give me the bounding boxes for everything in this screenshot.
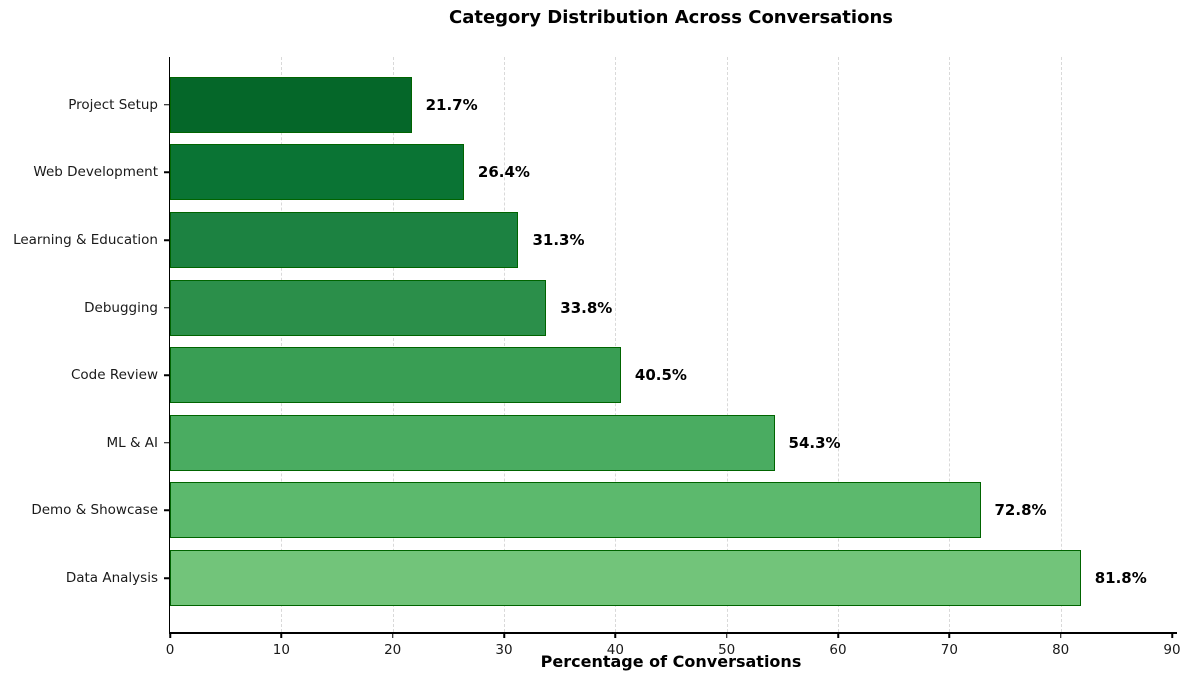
y-tick-ml-ai <box>164 442 170 444</box>
x-tick-0 <box>169 633 171 638</box>
plot-area: 0 10 20 30 40 50 60 70 80 90 Project Setup 21.7% Web… <box>13 57 1181 658</box>
y-tick-label-ml-ai: ML & AI <box>106 434 159 451</box>
y-tick-code-review <box>164 374 170 376</box>
x-tick-label-80: 80 <box>1052 642 1070 658</box>
x-tick-30 <box>503 633 505 638</box>
chart-title: Category Distribution Across Conversatio… <box>449 7 893 28</box>
y-tick-label-web-development: Web Development <box>33 164 158 181</box>
x-tick-80 <box>1059 633 1062 638</box>
value-label-project-setup: 21.7% <box>425 95 478 114</box>
x-tick-70 <box>948 633 951 638</box>
x-axis-spine <box>168 632 1177 634</box>
value-label-code-review: 40.5% <box>634 366 687 385</box>
value-label-demo-showcase: 72.8% <box>994 501 1047 520</box>
x-tick-label-0: 0 <box>165 642 175 658</box>
y-tick-debugging <box>164 306 170 309</box>
x-tick-label-50: 50 <box>718 642 736 658</box>
x-tick-label-20: 20 <box>384 642 402 658</box>
bar-demo-showcase <box>170 482 981 539</box>
value-label-debugging: 33.8% <box>560 298 613 317</box>
x-tick-10 <box>280 633 283 638</box>
x-tick-label-30: 30 <box>495 642 513 658</box>
gridline-x-40 <box>615 57 617 632</box>
value-label-learning-education: 31.3% <box>532 231 585 249</box>
gridline-x-60 <box>838 57 839 632</box>
y-tick-learning-education <box>164 239 170 241</box>
x-axis-label: Percentage of Conversations <box>540 652 802 671</box>
gridline-x-20 <box>392 57 394 632</box>
gridline-x-70 <box>949 57 951 632</box>
y-axis-spine <box>168 57 170 633</box>
bar-project-setup <box>170 76 412 133</box>
x-tick-40 <box>614 633 617 638</box>
x-tick-label-70: 70 <box>940 642 958 658</box>
value-label-data-analysis: 81.8% <box>1094 569 1147 587</box>
y-tick-demo-showcase <box>164 509 170 512</box>
bar-web-development <box>170 144 464 201</box>
x-tick-20 <box>391 633 394 638</box>
gridline-x-10 <box>281 57 283 632</box>
y-tick-data-analysis <box>164 577 170 579</box>
bar-learning-education <box>170 212 519 268</box>
y-tick-label-project-setup: Project Setup <box>68 96 158 113</box>
bar-debugging <box>170 279 547 336</box>
x-tick-label-60: 60 <box>829 642 847 658</box>
bar-ml-ai <box>170 414 775 471</box>
x-tick-90 <box>1171 633 1173 638</box>
x-tick-60 <box>837 633 839 638</box>
bar-code-review <box>170 347 621 404</box>
gridline-x-80 <box>1060 57 1062 632</box>
bar-data-analysis <box>170 550 1081 606</box>
y-tick-label-demo-showcase: Demo & Showcase <box>31 502 158 519</box>
y-tick-web-development <box>164 171 170 174</box>
x-tick-50 <box>725 633 728 638</box>
y-tick-label-code-review: Code Review <box>70 367 158 384</box>
y-tick-label-data-analysis: Data Analysis <box>65 570 158 586</box>
x-tick-label-10: 10 <box>272 642 290 658</box>
x-tick-label-40: 40 <box>606 642 624 658</box>
x-tick-label-90: 90 <box>1163 642 1181 658</box>
y-tick-project-setup <box>164 104 170 106</box>
y-tick-label-debugging: Debugging <box>84 299 158 316</box>
y-tick-label-learning-education: Learning & Education <box>13 232 158 248</box>
gridline-x-50 <box>726 57 728 632</box>
gridline-x-30 <box>504 57 505 632</box>
value-label-web-development: 26.4% <box>477 163 530 182</box>
value-label-ml-ai: 54.3% <box>788 433 841 452</box>
